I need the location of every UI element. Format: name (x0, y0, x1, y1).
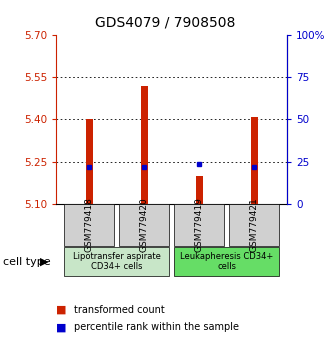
Text: ■: ■ (56, 305, 67, 315)
Text: Leukapheresis CD34+
cells: Leukapheresis CD34+ cells (180, 252, 273, 271)
Text: percentile rank within the sample: percentile rank within the sample (74, 322, 239, 332)
Bar (250, 117, 258, 204)
Text: ■: ■ (56, 322, 67, 332)
Bar (64, 247, 169, 276)
Text: ▶: ▶ (40, 257, 49, 267)
Text: transformed count: transformed count (74, 305, 165, 315)
Text: GSM779418: GSM779418 (84, 197, 94, 252)
Text: GSM779421: GSM779421 (249, 197, 259, 252)
Bar (229, 204, 280, 246)
Bar (174, 204, 224, 246)
Text: GDS4079 / 7908508: GDS4079 / 7908508 (95, 16, 235, 30)
Bar (85, 119, 93, 204)
Text: Lipotransfer aspirate
CD34+ cells: Lipotransfer aspirate CD34+ cells (73, 252, 160, 271)
Bar (141, 86, 148, 204)
Bar (64, 204, 115, 246)
Text: cell type: cell type (3, 257, 51, 267)
Bar (174, 247, 280, 276)
Text: GSM779419: GSM779419 (195, 197, 204, 252)
Bar (119, 204, 169, 246)
Text: GSM779420: GSM779420 (140, 197, 148, 252)
Bar (196, 176, 203, 204)
